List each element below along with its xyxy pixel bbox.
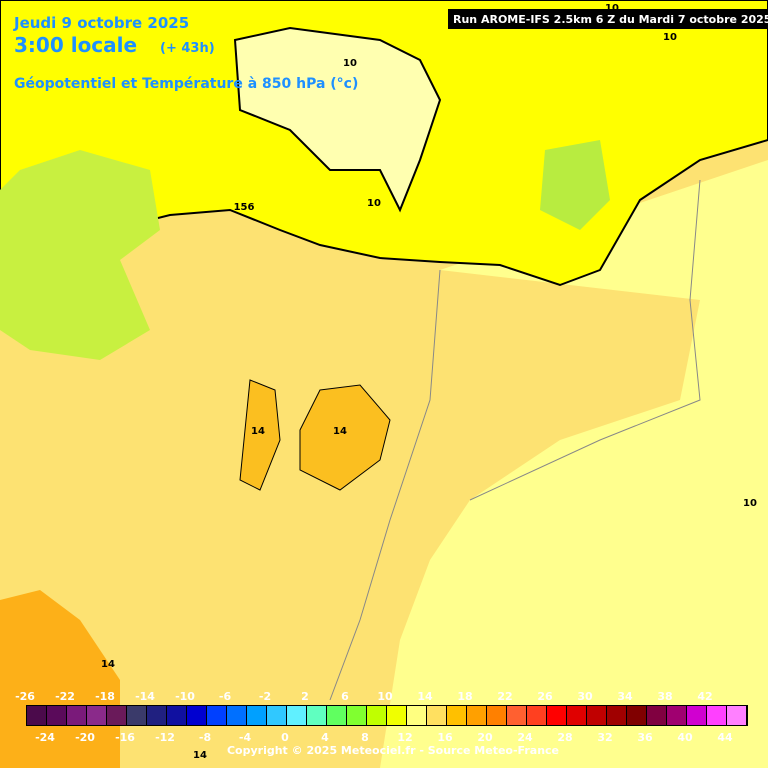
field: Géopotentiel et Température à 850 hPa (°… xyxy=(14,76,358,92)
colorbar-swatch xyxy=(367,706,386,725)
colorbar-label: -10 xyxy=(175,690,195,703)
contour-patch xyxy=(299,384,391,491)
colorbar-label: -20 xyxy=(75,731,95,744)
contour-label: 10 xyxy=(367,198,381,209)
colorbar-swatch xyxy=(447,706,466,725)
colorbar-label: -16 xyxy=(115,731,135,744)
colorbar-label: -6 xyxy=(219,690,232,703)
colorbar-label: 20 xyxy=(477,731,493,744)
colorbar-label: 18 xyxy=(457,690,472,703)
colorbar-swatch xyxy=(487,706,506,725)
colorbar-label: 12 xyxy=(397,731,412,744)
contour-patch xyxy=(239,379,281,491)
colorbar-swatch xyxy=(607,706,626,725)
colorbar-swatch xyxy=(507,706,526,725)
colorbar-swatch xyxy=(727,706,746,725)
colorbar-swatch xyxy=(547,706,566,725)
colorbar-label: 2 xyxy=(301,690,309,703)
colorbar-swatch xyxy=(387,706,406,725)
colorbar-label: 44 xyxy=(717,731,733,744)
colorbar-swatch xyxy=(587,706,606,725)
colorbar-label: -14 xyxy=(135,690,155,703)
border xyxy=(469,179,701,501)
green-area xyxy=(540,140,610,230)
colorbar-label: 36 xyxy=(637,731,653,744)
colorbar-label: -12 xyxy=(155,731,175,744)
land-light xyxy=(380,160,768,768)
contour-label: 14 xyxy=(251,426,265,437)
colorbar-label: 26 xyxy=(537,690,553,703)
colorbar-swatch xyxy=(27,706,46,725)
colorbar-label: 34 xyxy=(617,690,633,703)
colorbar-label: -24 xyxy=(35,731,55,744)
colorbar-swatch xyxy=(427,706,446,725)
contour-label: 156 xyxy=(234,202,255,213)
contour-label: 10 xyxy=(343,58,357,69)
colorbar-swatch xyxy=(147,706,166,725)
colorbar-label: 14 xyxy=(417,690,433,703)
colorbar-label: 8 xyxy=(361,731,369,744)
time: 3:00 locale xyxy=(14,33,137,57)
colorbar-swatch xyxy=(527,706,546,725)
colorbar-label: -2 xyxy=(259,690,271,703)
colorbar-swatch xyxy=(287,706,306,725)
contour-label: 10 xyxy=(743,498,757,509)
copyright: Copyright © 2025 Meteociel.fr - Source M… xyxy=(227,744,559,757)
colorbar-swatch xyxy=(227,706,246,725)
colorbar-swatch xyxy=(307,706,326,725)
run-box xyxy=(448,9,768,29)
colorbar-label: 30 xyxy=(577,690,593,703)
colorbar-label: 6 xyxy=(341,690,349,703)
contour-label: 10 xyxy=(663,32,677,43)
colorbar-label: 32 xyxy=(597,731,612,744)
colorbar-swatch xyxy=(647,706,666,725)
colorbar-label: 42 xyxy=(697,690,712,703)
colorbar-label: -18 xyxy=(95,690,115,703)
colorbar-label: -22 xyxy=(55,690,75,703)
contour-label: 14 xyxy=(193,750,207,761)
colorbar-label: -8 xyxy=(199,731,211,744)
colorbar-swatch xyxy=(67,706,86,725)
colorbar-swatch xyxy=(567,706,586,725)
colorbar-swatch xyxy=(207,706,226,725)
colorbar-label: 28 xyxy=(557,731,572,744)
colorbar-label: 40 xyxy=(677,731,693,744)
colorbar-label: 38 xyxy=(657,690,672,703)
colorbar-label: 16 xyxy=(437,731,453,744)
colorbar-swatch xyxy=(247,706,266,725)
colorbar-label: 0 xyxy=(281,731,289,744)
colorbar-swatch xyxy=(87,706,106,725)
colorbar-swatch xyxy=(627,706,646,725)
colorbar-swatch xyxy=(347,706,366,725)
run-info: Run AROME-IFS 2.5km 6 Z du Mardi 7 octob… xyxy=(453,13,768,26)
colorbar-swatch xyxy=(667,706,686,725)
colorbar-label: -4 xyxy=(239,731,252,744)
lead-time: (+ 43h) xyxy=(160,41,215,56)
colorbar-label: 24 xyxy=(517,731,533,744)
colorbar-swatch xyxy=(687,706,706,725)
contour-label: 14 xyxy=(101,659,115,670)
border xyxy=(329,269,441,701)
colorbar-swatch xyxy=(187,706,206,725)
colorbar-label: -26 xyxy=(15,690,35,703)
colorbar-swatch xyxy=(707,706,726,725)
colorbar-label: 22 xyxy=(497,690,512,703)
green-area xyxy=(0,150,160,360)
colorbar-label: 4 xyxy=(321,731,329,744)
colorbar-label: 10 xyxy=(377,690,393,703)
pale-region xyxy=(233,26,442,213)
contour-label: 10 xyxy=(605,3,619,14)
colorbar-swatch xyxy=(167,706,186,725)
colorbar-swatch xyxy=(467,706,486,725)
colorbar-swatch xyxy=(267,706,286,725)
colorbar-swatch xyxy=(107,706,126,725)
colorbar-swatch xyxy=(127,706,146,725)
colorbar-swatch xyxy=(327,706,346,725)
colorbar-swatch xyxy=(407,706,426,725)
date: Jeudi 9 octobre 2025 xyxy=(13,14,189,32)
contour-label: 14 xyxy=(333,426,347,437)
colorbar-swatch xyxy=(47,706,66,725)
